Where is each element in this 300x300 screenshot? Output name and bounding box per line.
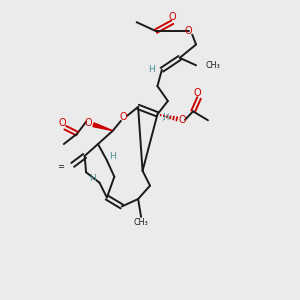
Text: O: O (119, 112, 127, 122)
Text: H: H (148, 65, 155, 74)
Text: ,H: ,H (162, 113, 170, 122)
Text: O: O (169, 12, 176, 22)
Text: O: O (84, 118, 92, 128)
Text: O: O (185, 26, 193, 36)
Text: CH₃: CH₃ (134, 218, 148, 227)
Text: H: H (109, 152, 116, 161)
Text: =: = (57, 162, 64, 171)
Text: O: O (178, 115, 186, 125)
Text: O: O (194, 88, 201, 98)
Polygon shape (93, 123, 113, 131)
Text: H: H (90, 174, 96, 183)
Text: CH₃: CH₃ (206, 61, 220, 70)
Text: O: O (58, 118, 66, 128)
